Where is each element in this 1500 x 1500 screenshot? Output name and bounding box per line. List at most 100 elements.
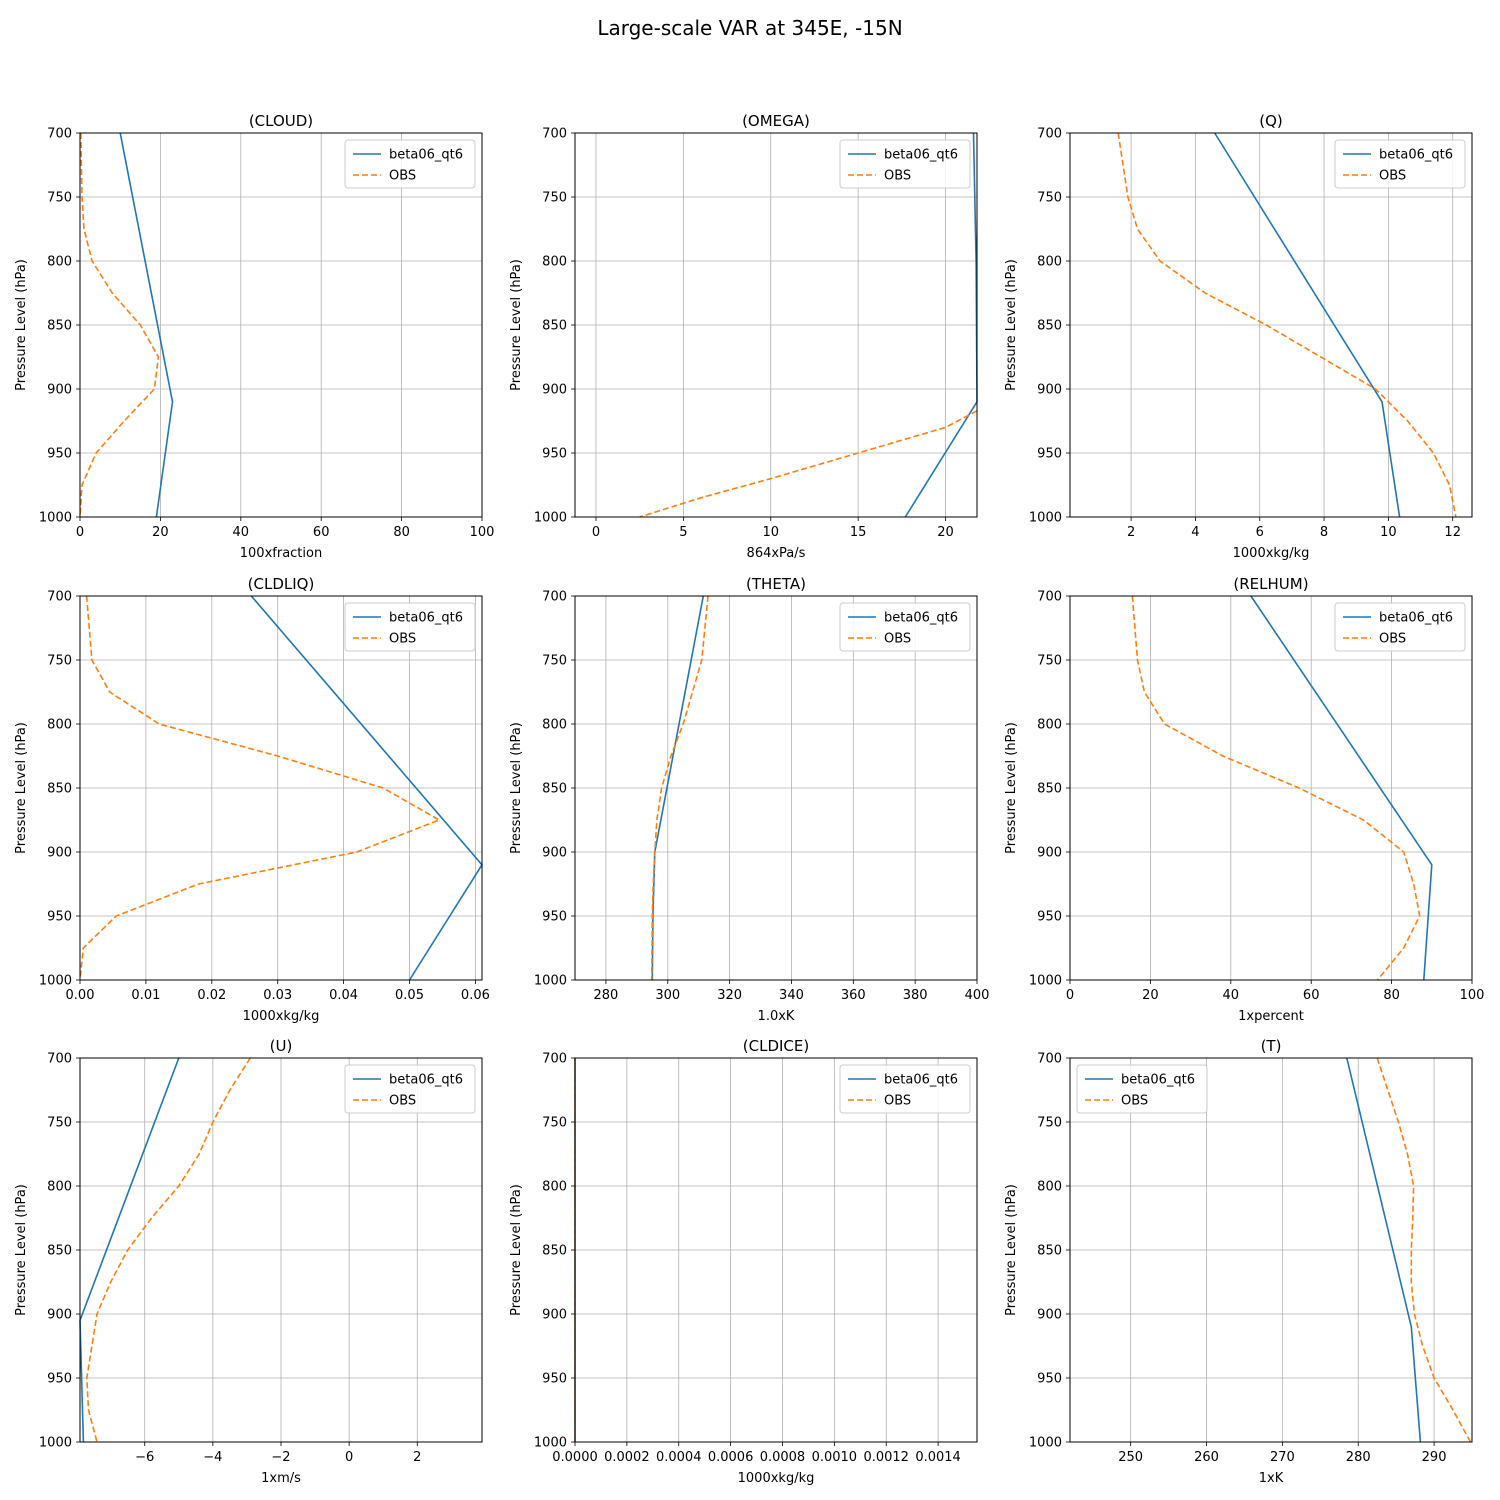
- y-tick-label: 850: [542, 319, 567, 334]
- legend-box: [1334, 602, 1466, 652]
- legend-entry: OBS: [1121, 1094, 1148, 1109]
- model-series-line: [1346, 1057, 1422, 1443]
- x-tick-label: 80: [393, 525, 410, 540]
- y-tick-label: 900: [47, 846, 72, 861]
- x-axis-label: 1000xkg/kg: [243, 1009, 320, 1024]
- y-tick-label: 950: [1037, 910, 1062, 925]
- y-tick-label: 750: [1037, 654, 1062, 669]
- subplot-5: 280 300 320 340 360 380 400 700 750 800 850 900 950 1…: [509, 575, 989, 1024]
- subplot-title: (Q): [1259, 112, 1283, 130]
- x-tick-label: 260: [1194, 1450, 1219, 1465]
- y-tick-label: 900: [47, 1308, 72, 1323]
- legend-box: [839, 1064, 971, 1114]
- y-tick-label: 1000: [1029, 974, 1062, 989]
- y-tick-label: 700: [542, 127, 567, 142]
- x-tick-label: 2: [413, 1450, 421, 1465]
- x-tick-label: 280: [1346, 1450, 1371, 1465]
- x-tick-label: 340: [779, 988, 804, 1003]
- x-tick-label: 290: [1422, 1450, 1447, 1465]
- y-tick-label: 750: [542, 1116, 567, 1131]
- y-tick-label: 700: [542, 1052, 567, 1067]
- model-series-line: [119, 132, 174, 518]
- x-axis-label: 1000xkg/kg: [738, 1471, 815, 1486]
- x-tick-label: 6: [1256, 525, 1264, 540]
- y-axis-label: Pressure Level (hPa): [14, 1184, 29, 1316]
- subplot-title: (CLDLIQ): [248, 575, 315, 593]
- y-tick-label: 750: [542, 654, 567, 669]
- legend-box: [839, 139, 971, 189]
- legend-entry: beta06_qt6: [1379, 148, 1453, 163]
- y-tick-label: 750: [1037, 1116, 1062, 1131]
- legend-box: [1334, 139, 1466, 189]
- y-tick-label: 900: [1037, 1308, 1062, 1323]
- y-tick-label: 800: [542, 1180, 567, 1195]
- subplot-title: (RELHUM): [1233, 575, 1308, 593]
- y-tick-label: 800: [1037, 255, 1062, 270]
- y-tick-label: 900: [542, 846, 567, 861]
- legend: beta06_qt6 OBS: [344, 139, 476, 189]
- x-tick-label: 80: [1383, 988, 1400, 1003]
- x-tick-label: 0: [592, 525, 600, 540]
- subplot-title: (CLOUD): [249, 112, 313, 130]
- x-tick-label: 10: [1380, 525, 1397, 540]
- x-tick-label: 15: [850, 525, 867, 540]
- y-tick-label: 950: [542, 1372, 567, 1387]
- y-axis-label: Pressure Level (hPa): [14, 259, 29, 391]
- x-tick-label: 360: [841, 988, 866, 1003]
- x-axis-label: 864xPa/s: [747, 546, 806, 561]
- y-tick-label: 700: [47, 127, 72, 142]
- y-tick-label: 850: [47, 319, 72, 334]
- y-tick-label: 850: [47, 782, 72, 797]
- obs-series-line: [1117, 132, 1457, 518]
- subplot-4: 0.00 0.01 0.02 0.03 0.04 0.05 0.06 700 750 800 850…: [14, 575, 490, 1024]
- legend: beta06_qt6 OBS: [344, 602, 476, 652]
- legend-box: [344, 602, 476, 652]
- subplot-3: 2 4 6 8 10 12 700 750 800 850 900 950 1000 (Q) 1000xkg…: [1004, 112, 1473, 561]
- x-axis-label: 1000xkg/kg: [1233, 546, 1310, 561]
- y-tick-label: 800: [542, 718, 567, 733]
- subplot-title: (U): [270, 1037, 293, 1055]
- legend-entry: beta06_qt6: [1379, 611, 1453, 626]
- y-tick-label: 750: [542, 191, 567, 206]
- obs-series-line: [650, 595, 709, 981]
- y-tick-label: 700: [1037, 590, 1062, 605]
- x-tick-label: 8: [1320, 525, 1328, 540]
- x-tick-label: 380: [903, 988, 928, 1003]
- obs-series-line: [85, 1057, 251, 1443]
- x-tick-label: 0.0002: [604, 1450, 650, 1465]
- y-tick-label: 950: [47, 447, 72, 462]
- y-tick-label: 950: [47, 1372, 72, 1387]
- y-tick-label: 900: [1037, 846, 1062, 861]
- legend-entry: beta06_qt6: [884, 611, 958, 626]
- x-tick-label: 60: [1303, 988, 1320, 1003]
- x-tick-label: 4: [1191, 525, 1199, 540]
- legend-entry: beta06_qt6: [389, 1073, 463, 1088]
- legend: beta06_qt6 OBS: [839, 602, 971, 652]
- subplot-1: 0 20 40 60 80 100 700 750 800 850 900 950 1000 (CLOUD…: [14, 112, 494, 561]
- x-tick-label: 400: [965, 988, 990, 1003]
- legend-box: [344, 139, 476, 189]
- y-tick-label: 900: [47, 383, 72, 398]
- y-tick-label: 900: [542, 383, 567, 398]
- legend-box: [344, 1064, 476, 1114]
- y-tick-label: 750: [47, 654, 72, 669]
- figure-title: Large-scale VAR at 345E, -15N: [597, 16, 903, 40]
- legend-entry: OBS: [1379, 632, 1406, 647]
- subplot-8: 0.0000 0.0002 0.0004 0.0006 0.0008 0.0010 0.00…: [509, 1037, 978, 1486]
- x-tick-label: 20: [937, 525, 954, 540]
- x-tick-label: 320: [717, 988, 742, 1003]
- x-tick-label: 0.01: [131, 988, 160, 1003]
- x-tick-label: 10: [762, 525, 779, 540]
- obs-series-line: [639, 410, 978, 518]
- legend-entry: OBS: [884, 632, 911, 647]
- y-tick-label: 1000: [534, 511, 567, 526]
- x-tick-label: 0: [345, 1450, 353, 1465]
- y-axis-label: Pressure Level (hPa): [509, 722, 524, 854]
- x-tick-label: 0: [76, 525, 84, 540]
- obs-series-line: [1376, 1057, 1472, 1443]
- legend-entry: OBS: [1379, 169, 1406, 184]
- subplot-6: 0 20 40 60 80 100 700 750 800 850 900 950 1000 (RELHU…: [1004, 575, 1484, 1024]
- y-tick-label: 700: [47, 590, 72, 605]
- x-axis-label: 1xpercent: [1238, 1009, 1304, 1024]
- subplot-2: 0 5 10 15 20 700 750 800 850 900 950 1000 (OMEGA) 864…: [509, 112, 978, 561]
